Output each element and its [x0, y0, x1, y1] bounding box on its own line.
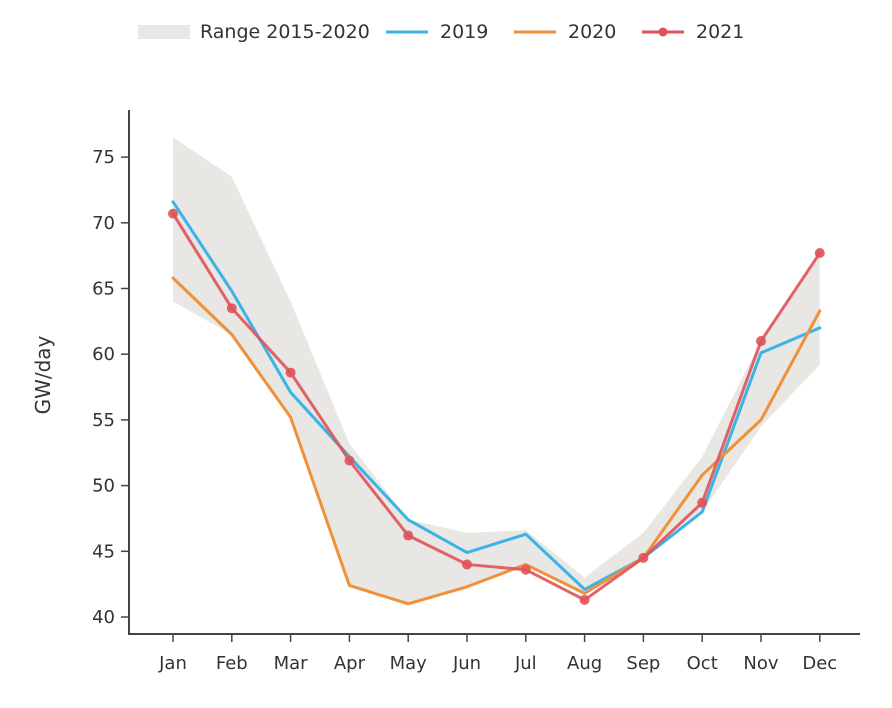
line-2020-swatch-icon: [514, 30, 556, 34]
point-2021-oct: [697, 497, 708, 508]
x-tick-label-feb: Feb: [216, 653, 248, 674]
legend-item-2021[interactable]: 2021: [640, 18, 744, 46]
x-tick-label-jun: Jun: [452, 653, 481, 674]
point-2021-nov: [756, 336, 766, 347]
y-tick-label-75: 75: [92, 147, 115, 168]
y-tick-label-60: 60: [92, 344, 115, 365]
y-axis-title: GW/day: [31, 335, 55, 414]
legend-label-2019: 2019: [440, 21, 489, 43]
x-tick-label-oct: Oct: [687, 653, 718, 674]
legend-item-range[interactable]: Range 2015-2020: [138, 18, 370, 46]
x-tick-label-apr: Apr: [334, 653, 366, 674]
y-tick-label-50: 50: [92, 476, 115, 497]
y-tick-label-65: 65: [92, 279, 115, 300]
series-2019: [171, 200, 822, 591]
point-2021-feb: [226, 303, 237, 314]
range-swatch-icon: [138, 25, 190, 39]
range-band-layer: [173, 137, 820, 604]
line-2020: [171, 276, 822, 606]
x-tick-label-jul: Jul: [514, 653, 537, 674]
legend-label-range: Range 2015-2020: [200, 21, 370, 43]
legend: Range 2015-2020 2019 2020 2021: [0, 0, 892, 60]
legend-item-2020[interactable]: 2020: [512, 18, 616, 46]
series-2020: [171, 276, 822, 606]
range-band: [173, 137, 820, 604]
point-2021-mar: [285, 367, 296, 378]
point-2021-aug: [579, 594, 590, 605]
y-tick-label-45: 45: [92, 541, 115, 562]
x-tick-label-may: May: [390, 653, 428, 674]
point-2021-apr: [344, 455, 355, 466]
series-2021: [168, 208, 825, 605]
legend-label-2020: 2020: [568, 21, 617, 43]
point-2021-may: [403, 530, 414, 541]
y-tick-label-55: 55: [92, 410, 115, 431]
point-2021-jan: [168, 208, 178, 219]
x-tick-label-sep: Sep: [626, 653, 660, 674]
line-2019: [171, 200, 822, 591]
series-layer: [168, 200, 825, 606]
y-tick-label-70: 70: [92, 213, 115, 234]
legend-item-2019[interactable]: 2019: [384, 18, 488, 46]
y-tick-label-40: 40: [92, 607, 115, 628]
x-tick-label-mar: Mar: [274, 653, 309, 674]
x-tick-label-jan: Jan: [158, 653, 187, 674]
x-tick-label-nov: Nov: [743, 653, 778, 674]
point-2021-jul: [520, 564, 531, 575]
line-2021-swatch-icon: [642, 27, 684, 37]
axes-layer: 40 45 50 55 60 65 70 75 Jan Feb Mar Apr May Jun Jul Aug…: [92, 110, 860, 674]
line-2021: [171, 212, 822, 602]
point-2021-jun: [462, 559, 472, 570]
point-2021-sep: [638, 552, 649, 563]
line-2019-swatch-icon: [386, 30, 428, 34]
legend-label-2021: 2021: [696, 21, 745, 43]
x-tick-label-dec: Dec: [802, 653, 837, 674]
x-tick-label-aug: Aug: [567, 653, 602, 674]
point-2021-dec: [814, 248, 825, 259]
